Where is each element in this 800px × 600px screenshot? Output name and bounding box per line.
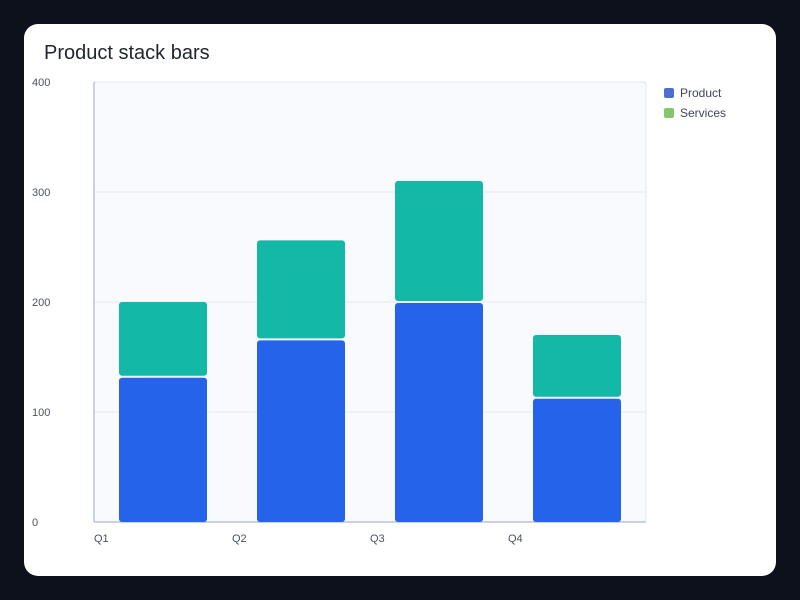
x-tick-label-q2: Q2 — [232, 533, 247, 545]
legend-label-services: Services — [680, 106, 727, 120]
bar-product-q4 — [533, 398, 621, 522]
legend-item-services[interactable]: Services — [664, 103, 726, 123]
chart-card: Product stack bars 0 100 200 300 400 Q1 Q2 Q3 Q4… — [24, 24, 776, 576]
x-tick-label-q4: Q4 — [508, 533, 523, 545]
x-tick-label-q1: Q1 — [94, 533, 109, 545]
bar-product-q3 — [395, 303, 483, 522]
legend-swatch-product — [664, 88, 674, 98]
y-tick-label-300: 300 — [32, 187, 50, 199]
y-tick-label-400: 400 — [32, 77, 50, 89]
legend-item-product[interactable]: Product — [664, 83, 726, 103]
legend-label-product: Product — [680, 86, 722, 100]
chart-title: Product stack bars — [44, 42, 210, 64]
y-tick-label-100: 100 — [32, 407, 50, 419]
x-tick-label-q3: Q3 — [370, 533, 385, 545]
bar-services-q4 — [533, 335, 621, 397]
legend: Product Services — [664, 83, 726, 123]
stacked-bar-chart: 0 100 200 300 400 Q1 Q2 Q3 Q4 — [32, 77, 647, 545]
bar-services-q1 — [119, 302, 207, 376]
bar-services-q3 — [395, 181, 483, 301]
bar-product-q1 — [119, 377, 207, 522]
bar-services-q2 — [257, 240, 345, 339]
bar-product-q2 — [257, 340, 345, 522]
legend-swatch-services — [664, 108, 674, 118]
y-tick-label-0: 0 — [32, 517, 38, 529]
y-tick-label-200: 200 — [32, 297, 50, 309]
